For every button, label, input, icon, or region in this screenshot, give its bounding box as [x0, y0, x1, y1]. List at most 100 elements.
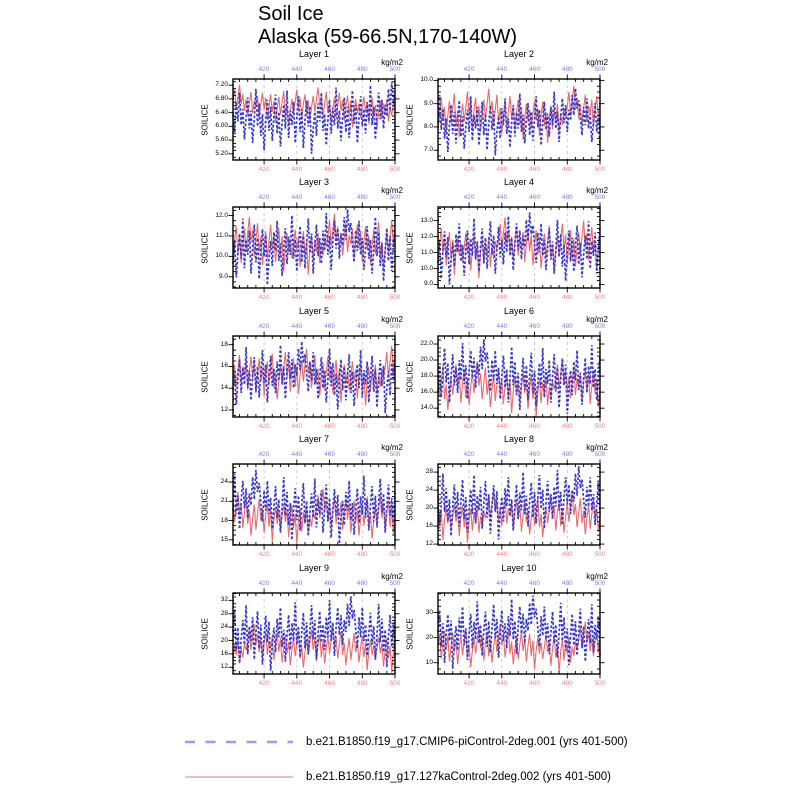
x-tick-label-top: 460 — [529, 451, 540, 458]
y-tick-label: 20.0 — [420, 356, 433, 364]
y-tick-label: 16 — [425, 522, 433, 530]
y-tick-label: 18 — [220, 340, 228, 348]
x-tick-label-top: 460 — [324, 66, 335, 73]
y-tick-label: 7.20 — [215, 81, 228, 89]
y-tick-label: 20 — [220, 636, 228, 644]
y-tick-label: 11.0 — [420, 248, 433, 256]
y-axis-title: SOILICE — [405, 231, 415, 264]
y-tick-label: 12 — [220, 663, 228, 671]
x-tick-label-bottom: 420 — [463, 166, 475, 173]
y-axis-title: SOILICE — [200, 617, 210, 650]
title-line1: Soil Ice — [258, 3, 324, 25]
x-tick-label-bottom: 440 — [496, 166, 508, 173]
legend: b.e21.B1850.f19_g17.CMIP6-piControl-2deg… — [183, 724, 628, 794]
solid-line-sample-icon — [185, 775, 293, 778]
x-tick-label-top: 420 — [258, 66, 270, 73]
x-tick-label-top: 440 — [291, 66, 303, 73]
x-tick-label-top: 500 — [594, 323, 606, 330]
x-tick-label-bottom: 460 — [529, 423, 540, 430]
units-label: kg/m2 — [586, 572, 608, 581]
x-tick-label-bottom: 480 — [356, 423, 368, 430]
y-tick-label: 15 — [220, 535, 228, 543]
x-tick-label-bottom: 460 — [529, 551, 540, 558]
x-tick-label-top: 460 — [324, 323, 335, 330]
x-tick-label-top: 480 — [561, 194, 573, 201]
layer-10-plot — [433, 588, 605, 679]
units-label: kg/m2 — [381, 572, 403, 581]
x-tick-label-bottom: 420 — [258, 294, 270, 301]
x-tick-label-top: 500 — [389, 323, 401, 330]
x-tick-label-bottom: 480 — [356, 680, 368, 687]
x-tick-label-top: 440 — [496, 580, 508, 587]
y-tick-label: 32 — [220, 596, 228, 604]
x-tick-label-bottom: 420 — [463, 551, 475, 558]
x-tick-label-bottom: 500 — [594, 294, 606, 301]
x-tick-label-top: 440 — [291, 580, 303, 587]
title-line2: Alaska (59-66.5N,170-140W) — [258, 26, 518, 48]
units-label: kg/m2 — [381, 315, 403, 324]
y-tick-label: 22.0 — [420, 340, 433, 348]
layer-9-plot — [228, 588, 400, 679]
x-tick-label-bottom: 440 — [291, 423, 303, 430]
layer-5-plot — [228, 331, 400, 422]
x-tick-label-bottom: 440 — [496, 680, 508, 687]
units-label: kg/m2 — [381, 443, 403, 452]
x-tick-label-bottom: 460 — [324, 680, 335, 687]
x-tick-label-bottom: 480 — [561, 423, 573, 430]
y-tick-label: 30 — [425, 608, 433, 616]
panel-title: Layer 4 — [503, 177, 535, 187]
x-tick-label-top: 480 — [561, 323, 573, 330]
panel-title: Layer 9 — [298, 563, 330, 573]
legend-label-127ka: b.e21.B1850.f19_g17.127kaControl-2deg.00… — [306, 770, 611, 783]
panel-title: Layer 1 — [298, 49, 330, 59]
x-tick-label-top: 420 — [463, 323, 475, 330]
y-tick-label: 10.0 — [420, 76, 433, 84]
x-tick-label-bottom: 500 — [594, 680, 606, 687]
y-tick-label: 5.60 — [215, 136, 228, 144]
units-label: kg/m2 — [381, 186, 403, 195]
x-tick-label-bottom: 460 — [529, 680, 540, 687]
x-tick-label-bottom: 480 — [561, 166, 573, 173]
x-tick-label-top: 480 — [356, 580, 368, 587]
x-tick-label-bottom: 420 — [258, 680, 270, 687]
x-tick-label-top: 420 — [463, 580, 475, 587]
y-tick-label: 13.0 — [420, 216, 433, 224]
x-tick-label-top: 500 — [594, 194, 606, 201]
y-tick-label: 12 — [220, 405, 228, 413]
x-tick-label-top: 440 — [291, 451, 303, 458]
x-tick-label-bottom: 500 — [389, 166, 401, 173]
layer-6-plot — [433, 331, 605, 422]
y-tick-label: 11.0 — [215, 231, 228, 239]
y-tick-label: 28 — [425, 468, 433, 476]
units-label: kg/m2 — [586, 443, 608, 452]
panel-title: Layer 7 — [298, 434, 330, 444]
x-tick-label-bottom: 460 — [324, 423, 335, 430]
x-tick-label-top: 500 — [389, 194, 401, 201]
units-label: kg/m2 — [381, 58, 403, 67]
x-tick-label-bottom: 440 — [496, 423, 508, 430]
y-tick-label: 16 — [220, 362, 228, 370]
x-tick-label-bottom: 500 — [389, 423, 401, 430]
panel-title: Layer 6 — [503, 306, 535, 316]
x-tick-label-bottom: 500 — [389, 680, 401, 687]
x-tick-label-bottom: 440 — [291, 166, 303, 173]
x-tick-label-bottom: 480 — [561, 551, 573, 558]
x-tick-label-bottom: 480 — [356, 551, 368, 558]
x-tick-label-top: 480 — [356, 66, 368, 73]
x-tick-label-top: 460 — [529, 323, 540, 330]
y-tick-label: 9.0 — [218, 272, 228, 280]
x-tick-label-bottom: 420 — [463, 680, 475, 687]
y-tick-label: 8.0 — [423, 122, 433, 130]
x-tick-label-top: 460 — [529, 580, 540, 587]
x-tick-label-top: 460 — [529, 194, 540, 201]
x-tick-label-bottom: 440 — [496, 294, 508, 301]
x-tick-label-bottom: 440 — [496, 551, 508, 558]
x-tick-label-bottom: 500 — [594, 551, 606, 558]
x-tick-label-top: 500 — [389, 451, 401, 458]
x-tick-label-bottom: 460 — [324, 166, 335, 173]
y-tick-label: 16 — [220, 649, 228, 657]
x-tick-label-bottom: 500 — [389, 294, 401, 301]
x-tick-label-top: 500 — [594, 451, 606, 458]
x-tick-label-top: 460 — [324, 580, 335, 587]
y-axis-title: SOILICE — [200, 360, 210, 393]
